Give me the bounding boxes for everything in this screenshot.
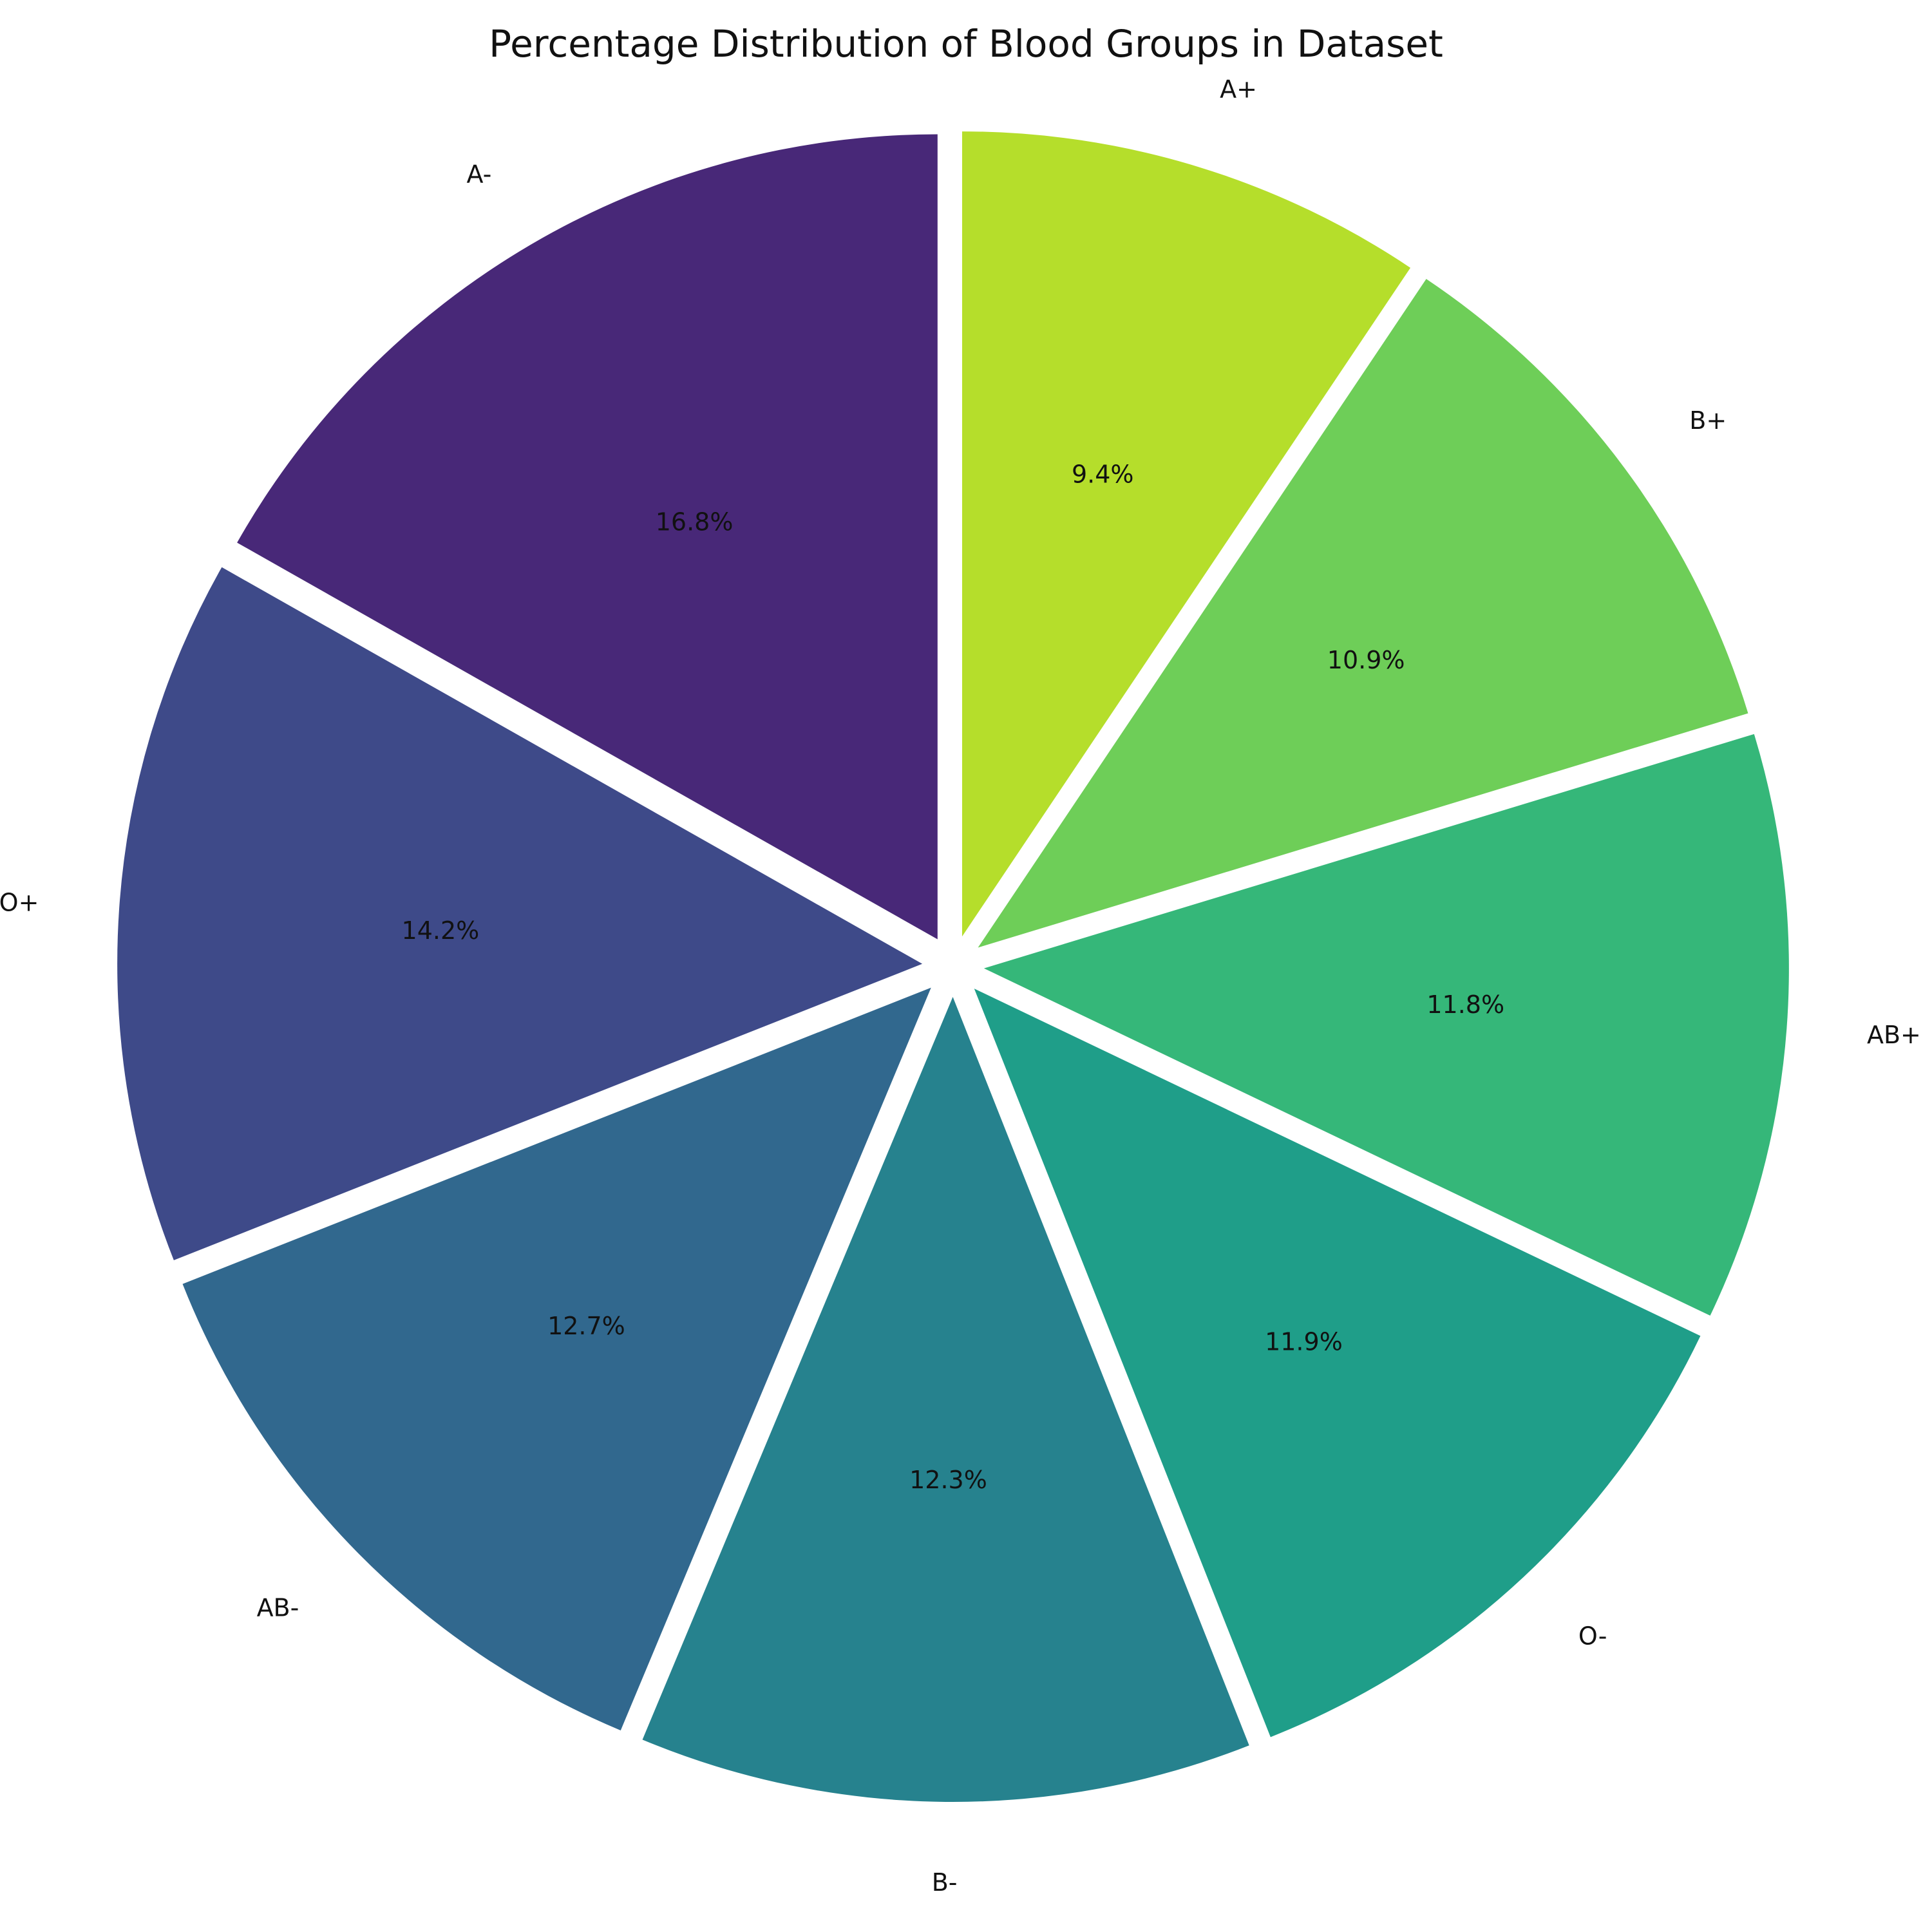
chart-title: Percentage Distribution of Blood Groups … xyxy=(489,22,1443,66)
pie-category-label: AB+ xyxy=(1867,1021,1921,1049)
pie-percent-label: 12.7% xyxy=(547,1312,625,1340)
pie-category-label: A+ xyxy=(1220,75,1257,104)
pie-slice-a-neg xyxy=(237,134,938,940)
pie-slice-o-negpos xyxy=(117,567,923,1260)
pie-percent-label: 14.2% xyxy=(402,916,480,945)
pie-percent-label: 12.3% xyxy=(909,1466,987,1494)
pie-slice-b-neg xyxy=(642,996,1249,1802)
pie-category-label: AB- xyxy=(257,1594,299,1622)
pie-slice-ab-neg xyxy=(182,987,931,1730)
pie-slice-o-neg xyxy=(974,989,1701,1738)
pie-category-label: A- xyxy=(466,160,491,189)
pie-category-label: B+ xyxy=(1689,406,1727,435)
pie-percent-label: 11.9% xyxy=(1265,1327,1343,1356)
pie-percent-label: 11.8% xyxy=(1426,990,1504,1019)
pie-slices xyxy=(117,131,1789,1802)
pie-percent-label: 9.4% xyxy=(1072,460,1134,489)
pie-percent-label: 10.9% xyxy=(1327,646,1405,674)
pie-slice-a-negpos xyxy=(961,131,1411,937)
pie-category-label: B- xyxy=(932,1868,958,1897)
pie-labels: 9.4% A+ 10.9% B+ 11.8% AB+ 11.9% O- 12.3% B- 12.7%… xyxy=(0,75,1921,1897)
pie-category-label: O+ xyxy=(0,889,39,917)
pie-category-label: O- xyxy=(1578,1622,1607,1650)
pie-percent-label: 16.8% xyxy=(656,508,734,536)
pie-slice-ab-negpos xyxy=(983,734,1789,1316)
pie-slice-b-negpos xyxy=(978,279,1748,948)
